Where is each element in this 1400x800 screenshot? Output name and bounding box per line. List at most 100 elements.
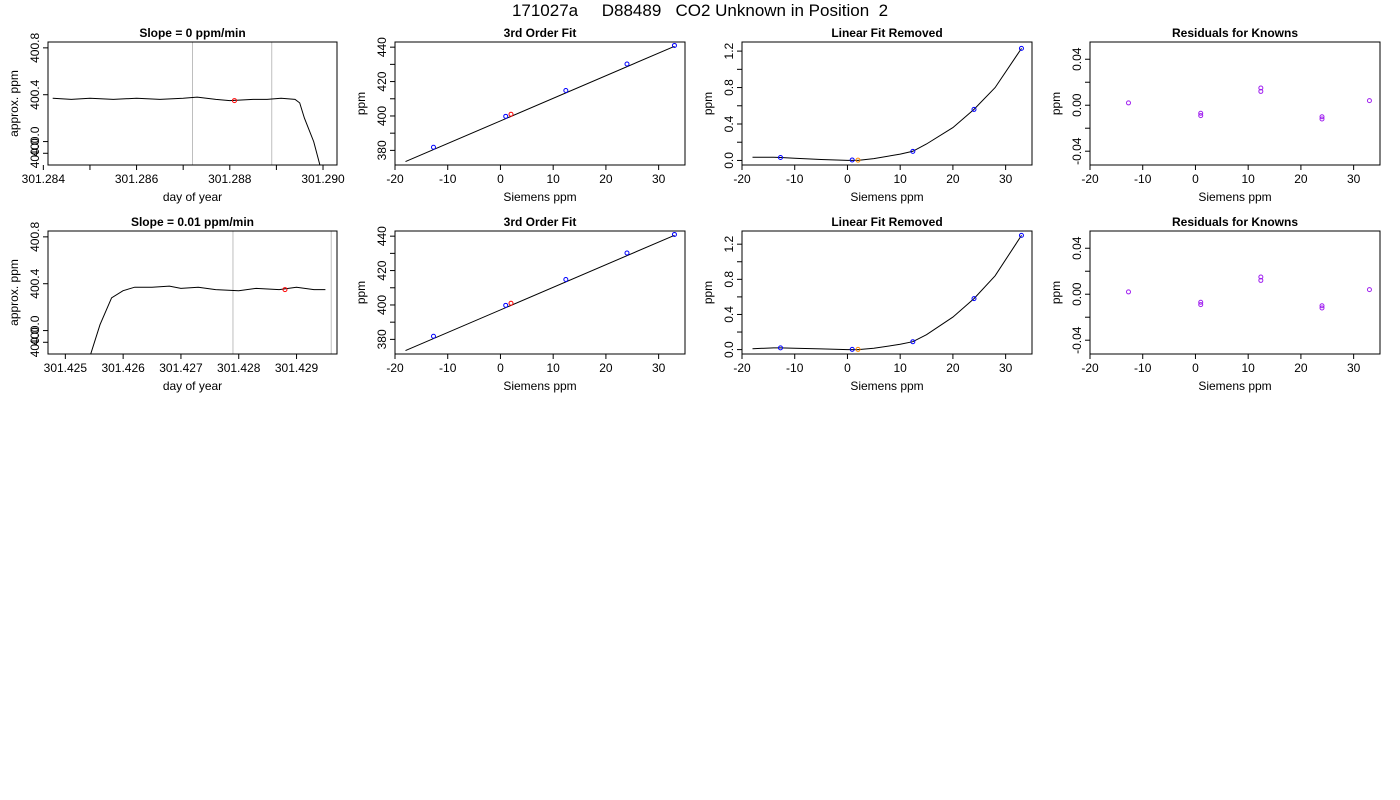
y-axis-label: ppm <box>701 92 715 115</box>
plot-area <box>1125 274 1372 311</box>
known-point <box>430 333 436 339</box>
plot-frame <box>394 41 686 166</box>
x-tick-label: 0 <box>497 172 504 186</box>
x-tick-label: 301.429 <box>275 361 319 375</box>
x-tick-label: 301.284 <box>22 172 66 186</box>
plot-area <box>752 45 1024 163</box>
x-tick-label: 10 <box>894 172 908 186</box>
y-tick-label: 440 <box>375 226 389 246</box>
panel-title: 3rd Order Fit <box>504 26 577 40</box>
y-tick-label: 380 <box>375 140 389 160</box>
y-tick-label: 420 <box>375 260 389 280</box>
residual-point <box>1319 114 1325 120</box>
known-point <box>777 155 783 161</box>
series-line <box>90 285 326 354</box>
x-tick-label: 10 <box>894 361 908 375</box>
x-tick-label: 301.427 <box>159 361 203 375</box>
panel-title: Slope = 0 ppm/min <box>139 26 245 40</box>
x-tick-label: -10 <box>1134 361 1152 375</box>
x-tick-label: -20 <box>386 172 404 186</box>
known-point <box>430 144 436 150</box>
known-point <box>503 113 509 119</box>
y-tick-label: 1.2 <box>722 236 736 253</box>
plot-area <box>405 231 677 352</box>
panel-title: Linear Fit Removed <box>831 215 942 229</box>
x-tick-label: 20 <box>946 172 960 186</box>
panel-title: Linear Fit Removed <box>831 26 942 40</box>
y-tick-label: 400.8 <box>28 33 42 63</box>
x-tick-label: 301.425 <box>44 361 88 375</box>
y-tick-label: 0.4 <box>722 115 736 132</box>
fit-curve <box>405 45 675 163</box>
plot-area <box>405 42 677 163</box>
residual-point <box>1198 299 1204 305</box>
x-tick-label: 30 <box>999 361 1013 375</box>
x-tick-label: -20 <box>1081 172 1099 186</box>
y-axis-label: ppm <box>1049 281 1063 304</box>
y-tick-label: 0.00 <box>1070 282 1084 306</box>
plot-frame <box>741 41 1033 166</box>
known-point <box>849 157 855 163</box>
known-point <box>910 148 916 154</box>
residual-point <box>1198 113 1204 119</box>
x-tick-label: 301.290 <box>301 172 345 186</box>
x-tick-label: 10 <box>1242 172 1256 186</box>
x-tick-label: 10 <box>1242 361 1256 375</box>
y-tick-label: 400.0 <box>28 315 42 345</box>
known-point <box>910 339 916 345</box>
unknown-point <box>508 300 514 306</box>
plot-area <box>752 232 1024 352</box>
chart-panel-1: Slope = 0 ppm/min 301.284 301.286 301.288 30… <box>7 26 345 204</box>
y-tick-label: 400.0 <box>28 126 42 156</box>
y-tick-label: 400.8 <box>28 222 42 252</box>
x-tick-label: 301.288 <box>208 172 252 186</box>
x-tick-label: 20 <box>946 361 960 375</box>
panel-title: Residuals for Knowns <box>1172 26 1298 40</box>
chart-panel-4: Residuals for Knowns -20 -10 0 10 20 30 -0.04 0.… <box>1049 26 1381 204</box>
y-tick-label: 420 <box>375 71 389 91</box>
unknown-point <box>508 111 514 117</box>
x-tick-label: -20 <box>1081 361 1099 375</box>
known-point <box>971 296 977 302</box>
x-tick-label: 20 <box>1294 172 1308 186</box>
series-line <box>52 96 321 165</box>
residual-point <box>1125 100 1131 106</box>
y-tick-label: 400.0 <box>28 138 42 168</box>
y-tick-label: 0.4 <box>722 306 736 323</box>
y-tick-label: -0.04 <box>1070 137 1084 165</box>
y-tick-label: -0.04 <box>1070 326 1084 354</box>
y-tick-label: 400 <box>375 106 389 126</box>
x-tick-label: 301.428 <box>217 361 261 375</box>
y-axis-label: approx. ppm <box>7 70 21 137</box>
fit-curve <box>752 48 1022 161</box>
y-tick-label: 400 <box>375 295 389 315</box>
fit-curve <box>752 235 1022 351</box>
y-tick-label: 400.0 <box>28 327 42 357</box>
x-tick-label: 30 <box>652 172 666 186</box>
chart-panel-3: Linear Fit Removed -20 -10 0 10 20 30 0.0 0.4 0.8… <box>701 26 1033 204</box>
x-tick-label: -20 <box>733 361 751 375</box>
known-point <box>671 42 677 48</box>
residual-point <box>1319 303 1325 309</box>
x-axis-label: Siemens ppm <box>1198 190 1271 204</box>
panel-title: 3rd Order Fit <box>504 215 577 229</box>
known-point <box>624 250 630 256</box>
y-tick-label: 0.04 <box>1070 236 1084 260</box>
y-tick-label: 1.2 <box>722 42 736 59</box>
y-tick-label: 0.8 <box>722 271 736 288</box>
x-tick-label: 301.286 <box>115 172 159 186</box>
chart-panel-2: 3rd Order Fit -20 -10 0 10 20 30 380 400 420 440 Si… <box>354 26 686 204</box>
plot-frame <box>394 230 686 355</box>
residual-point <box>1198 302 1204 308</box>
x-axis-label: Siemens ppm <box>850 190 923 204</box>
known-point <box>563 277 569 283</box>
x-tick-label: 0 <box>497 361 504 375</box>
y-axis-label: approx. ppm <box>7 259 21 326</box>
x-tick-label: -20 <box>733 172 751 186</box>
y-axis-label: ppm <box>1049 92 1063 115</box>
y-tick-label: 0.0 <box>722 341 736 358</box>
chart-panel-6: 3rd Order Fit -20 -10 0 10 20 30 380 400 420 440 Si… <box>354 215 686 393</box>
y-tick-label: 380 <box>375 329 389 349</box>
x-tick-label: -10 <box>786 172 804 186</box>
